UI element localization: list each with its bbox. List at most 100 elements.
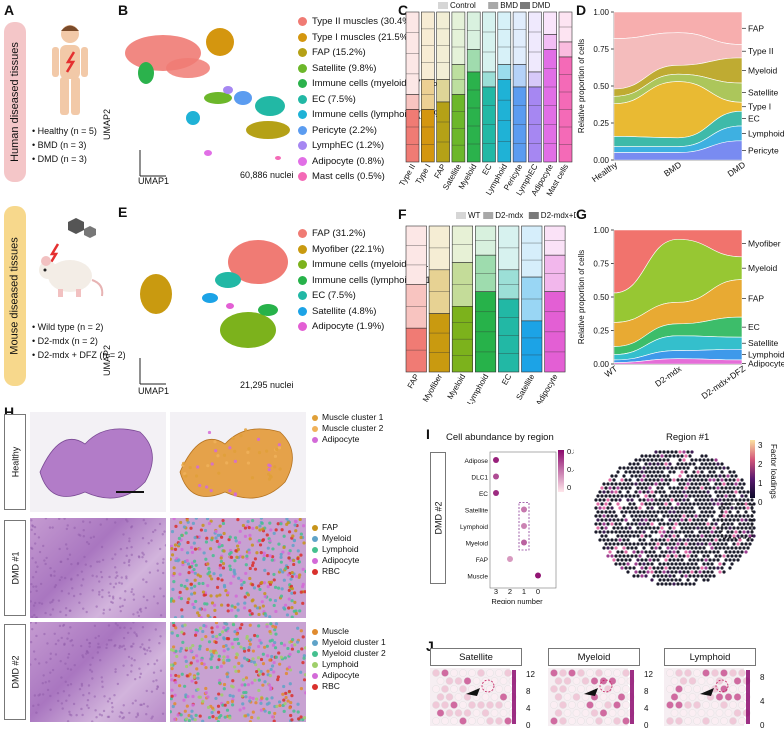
spot bbox=[676, 478, 680, 482]
spot bbox=[610, 530, 614, 534]
texture bbox=[32, 585, 35, 588]
spot bbox=[722, 498, 726, 502]
spot bbox=[620, 566, 624, 570]
spot bbox=[459, 717, 467, 725]
spot bbox=[432, 669, 440, 677]
spot bbox=[610, 498, 614, 502]
spot bbox=[253, 567, 258, 571]
spot bbox=[212, 651, 216, 655]
spot bbox=[599, 677, 608, 685]
texture bbox=[34, 585, 38, 588]
abundance-dot bbox=[493, 457, 499, 463]
texture bbox=[107, 624, 111, 627]
h-legend-label: Muscle cluster 2 bbox=[322, 423, 384, 433]
spot bbox=[222, 661, 226, 665]
texture bbox=[51, 526, 54, 529]
texture bbox=[133, 631, 136, 634]
spot bbox=[248, 533, 252, 537]
texture bbox=[67, 592, 71, 595]
colorbar-tick: 0.4 bbox=[567, 465, 574, 474]
panel-i-title: Cell abundance by region bbox=[446, 432, 554, 443]
spot bbox=[674, 466, 678, 470]
spot bbox=[207, 567, 211, 571]
texture bbox=[114, 521, 117, 524]
spot bbox=[732, 518, 736, 522]
spot bbox=[286, 646, 290, 651]
spot bbox=[658, 474, 662, 478]
spot bbox=[239, 645, 243, 649]
spot bbox=[668, 454, 672, 458]
spot bbox=[690, 546, 694, 550]
spot bbox=[179, 583, 184, 587]
spot bbox=[277, 446, 282, 450]
spot bbox=[718, 506, 722, 510]
spot bbox=[670, 709, 679, 717]
spot bbox=[251, 561, 255, 565]
texture bbox=[123, 561, 126, 565]
spot bbox=[602, 538, 606, 542]
series-label: Adipocyte bbox=[748, 359, 784, 369]
spot bbox=[634, 506, 638, 510]
spot bbox=[303, 716, 306, 720]
texture bbox=[58, 624, 62, 628]
spot bbox=[177, 674, 181, 678]
texture bbox=[90, 670, 94, 673]
group-bmd: • BMD (n = 3) bbox=[32, 140, 87, 150]
spot bbox=[670, 546, 674, 550]
spot bbox=[604, 526, 608, 530]
h-legend-dot bbox=[312, 425, 318, 432]
spot bbox=[277, 443, 281, 447]
spot bbox=[604, 534, 608, 538]
spot bbox=[192, 559, 197, 563]
texture bbox=[97, 634, 100, 638]
spot bbox=[198, 714, 202, 718]
spot bbox=[716, 542, 720, 546]
spot bbox=[622, 482, 626, 486]
spot bbox=[624, 542, 628, 546]
spot bbox=[261, 538, 265, 543]
spot bbox=[445, 693, 454, 701]
h-legend-item: Lymphoid bbox=[312, 544, 359, 555]
texture bbox=[66, 656, 70, 659]
texture bbox=[91, 677, 94, 680]
texture bbox=[71, 644, 74, 647]
spot bbox=[660, 534, 664, 538]
spot bbox=[265, 624, 269, 629]
texture bbox=[161, 561, 165, 564]
spot bbox=[231, 623, 236, 627]
spot bbox=[568, 701, 576, 709]
spot bbox=[176, 713, 180, 717]
spot bbox=[662, 506, 666, 510]
spot bbox=[648, 470, 652, 474]
spot bbox=[189, 661, 193, 665]
spot bbox=[238, 529, 242, 533]
spot bbox=[563, 677, 572, 685]
texture bbox=[95, 715, 98, 719]
spot bbox=[218, 593, 222, 597]
spot bbox=[268, 629, 272, 634]
texture bbox=[30, 582, 33, 586]
spot bbox=[626, 498, 630, 502]
texture bbox=[142, 702, 146, 706]
spot bbox=[194, 681, 198, 685]
spot bbox=[204, 691, 208, 695]
spot bbox=[650, 458, 654, 462]
spot bbox=[242, 580, 246, 585]
spot bbox=[702, 498, 706, 502]
spot bbox=[262, 554, 266, 558]
spot bbox=[200, 637, 204, 642]
spot bbox=[672, 550, 676, 554]
spot bbox=[240, 683, 244, 687]
spot bbox=[626, 554, 630, 558]
spot bbox=[650, 554, 654, 558]
spot bbox=[215, 625, 219, 629]
spot bbox=[207, 715, 212, 720]
spot bbox=[253, 557, 257, 561]
spot bbox=[678, 498, 682, 502]
spot bbox=[712, 534, 716, 538]
spot bbox=[295, 640, 300, 644]
spot bbox=[191, 643, 195, 648]
spot bbox=[692, 510, 696, 514]
spot bbox=[268, 615, 272, 618]
spot bbox=[602, 522, 606, 526]
